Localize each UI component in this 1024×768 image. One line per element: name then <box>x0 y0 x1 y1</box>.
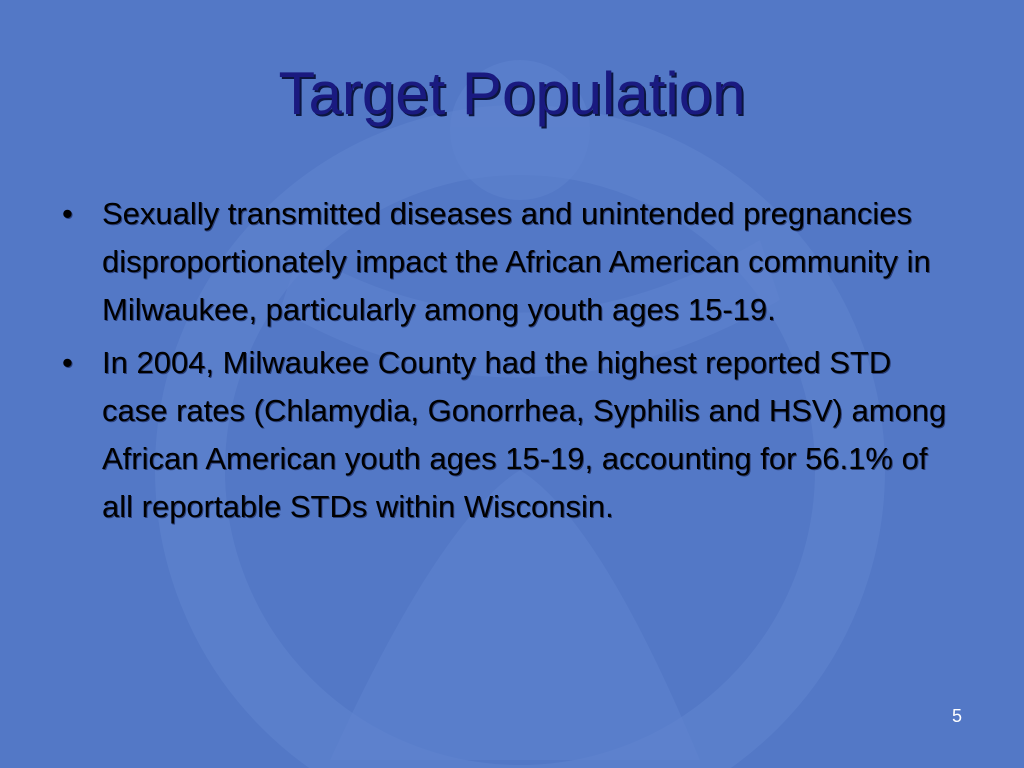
bullet-item: • In 2004, Milwaukee County had the high… <box>62 339 962 531</box>
bullet-text: In 2004, Milwaukee County had the highes… <box>102 345 947 524</box>
bullet-marker: • <box>62 196 73 231</box>
page-number: 5 <box>951 706 962 726</box>
bullet-marker: • <box>62 345 73 380</box>
bullet-text: Sexually transmitted diseases and uninte… <box>102 196 931 327</box>
bullet-list: • Sexually transmitted diseases and unin… <box>62 190 962 536</box>
slide-title: Target Population <box>278 60 746 127</box>
bullet-item: • Sexually transmitted diseases and unin… <box>62 190 962 334</box>
